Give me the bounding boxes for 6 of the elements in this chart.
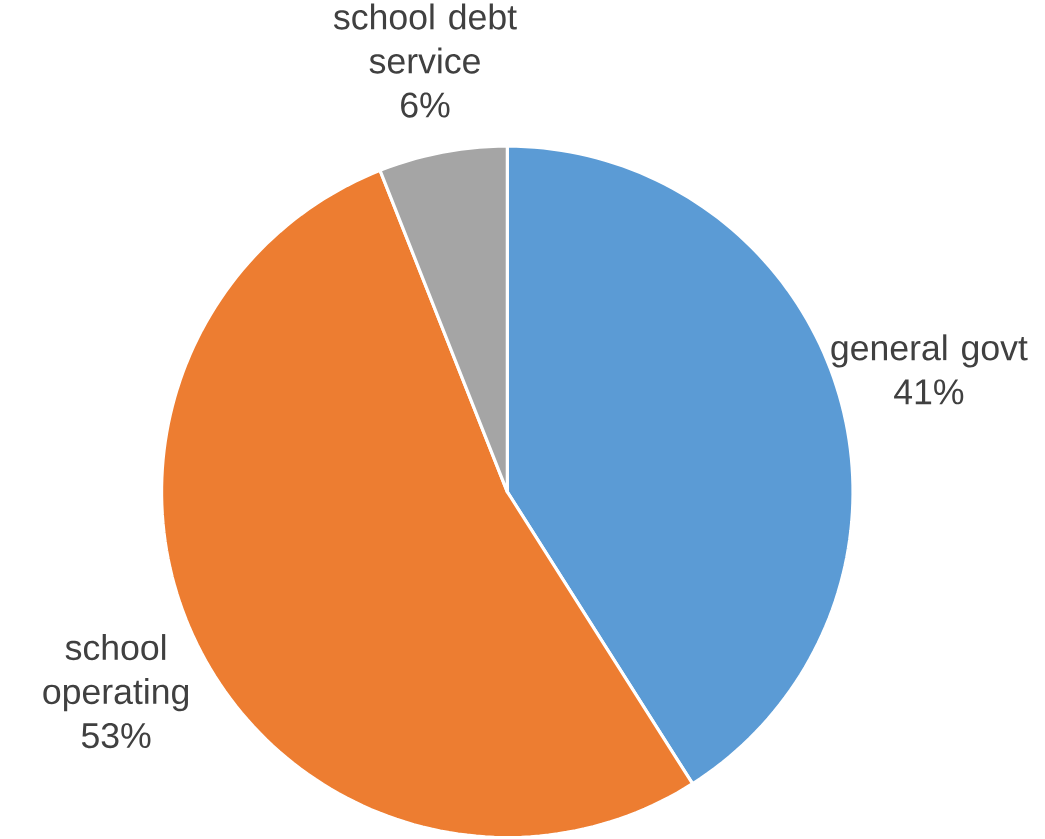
slice-label: general govt (831, 334, 1028, 368)
data-label: 41% (894, 379, 964, 405)
slice-label: school operating (43, 634, 189, 712)
data-label: 53% (81, 722, 151, 749)
slice-label: school debt service (333, 3, 517, 74)
data-label: 6% (401, 92, 450, 118)
